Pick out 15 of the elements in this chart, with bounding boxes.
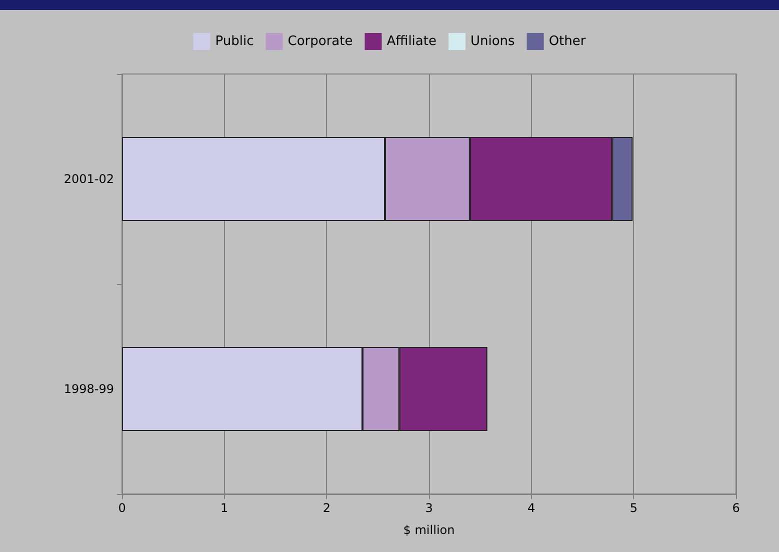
x-tick-label: 2 xyxy=(322,501,330,515)
legend-label: Public xyxy=(215,34,254,49)
x-tick-label: 4 xyxy=(528,501,536,515)
legend-label: Corporate xyxy=(288,34,353,49)
x-tick-label: 3 xyxy=(425,501,433,515)
y-tick-label: 1998-99 xyxy=(64,382,114,396)
x-tick-label: 1 xyxy=(220,501,228,515)
x-tick-label: 0 xyxy=(118,501,126,515)
x-tick-label: 5 xyxy=(630,501,638,515)
legend-label: Other xyxy=(548,34,586,49)
x-tick-label: 6 xyxy=(732,501,740,515)
x-axis-title: $ million xyxy=(403,523,455,537)
legend-label: Affiliate xyxy=(386,34,436,49)
y-tick-label: 2001-02 xyxy=(64,172,114,186)
legend-label: Unions xyxy=(470,34,516,49)
